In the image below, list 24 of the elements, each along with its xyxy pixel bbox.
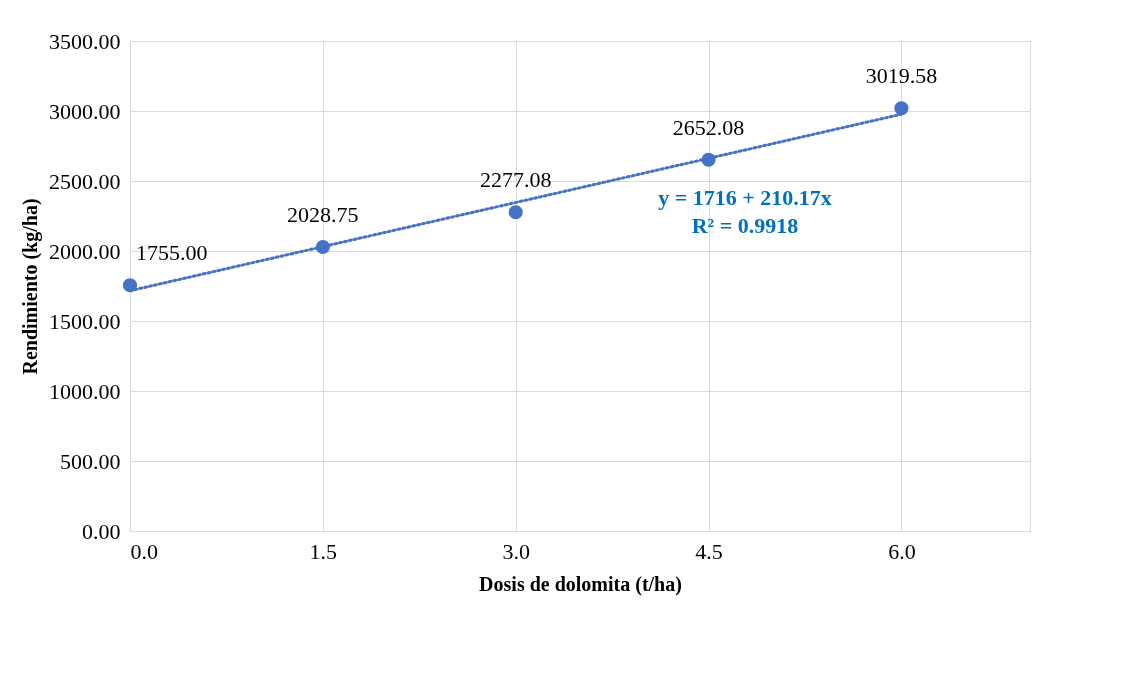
y-tick-label: 1000.00 (49, 378, 121, 404)
data-label: 2277.08 (479, 167, 552, 193)
point (508, 205, 523, 220)
annotation: R² = 0.9918 (691, 213, 799, 238)
x-tick-label: 1.5 (309, 538, 338, 564)
y-tick-label: 0.00 (82, 518, 121, 544)
y-tick-label: 3500.00 (49, 28, 121, 54)
point (894, 101, 909, 116)
data-label: 2028.75 (287, 201, 359, 227)
x-tick-label: 0.0 (130, 538, 158, 564)
data-label: 3019.58 (865, 63, 938, 89)
data-label: 1755.00 (136, 240, 208, 266)
x-tick-label: 6.0 (888, 538, 916, 564)
x-tick-label: 3.0 (502, 538, 530, 564)
y-tick-label: 2000.00 (49, 238, 121, 264)
annotation: y = 1716 + 210.17x (658, 185, 832, 210)
y-tick-label: 3000.00 (49, 98, 121, 124)
x-tick-label: 4.5 (695, 538, 723, 564)
data-label: 2652.08 (672, 114, 745, 140)
y-tick-label: 2500.00 (49, 168, 121, 194)
x-axis-title: Dosis de dolomita (t/ha) (479, 572, 682, 596)
y-axis-title: Rendimiento (kg/ha) (19, 198, 42, 375)
y-tick-label: 1500.00 (49, 308, 121, 334)
y-tick-label: 500.00 (60, 448, 121, 474)
